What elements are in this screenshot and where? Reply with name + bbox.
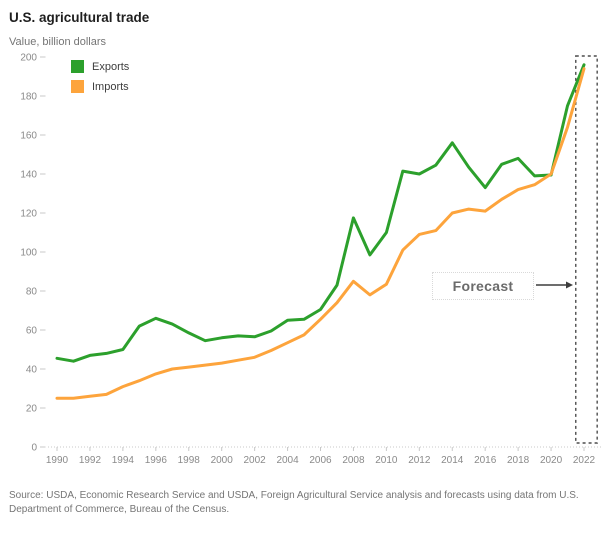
y-axis-tick-label: 80	[26, 287, 38, 298]
legend-label-imports: Imports	[92, 80, 129, 93]
x-axis-tick-label: 2000	[211, 455, 234, 466]
x-axis-tick-label: 2002	[244, 455, 267, 466]
trade-line-chart: 0 20 40 60 80 100 120 140 160 180 200 1990 1992 1994 1…	[20, 53, 601, 466]
y-axis-unit-label: Value, billion dollars	[9, 36, 107, 48]
x-axis-tick-label: 2008	[342, 455, 365, 466]
x-axis-tick-label: 1996	[145, 455, 168, 466]
legend-swatch-exports	[71, 60, 84, 73]
x-axis-tick-label: 1990	[46, 455, 69, 466]
forecast-arrow-head	[566, 281, 573, 289]
x-axis-tick-label: 2012	[408, 455, 431, 466]
x-axis-tick-label: 2018	[507, 455, 530, 466]
legend-swatch-imports	[71, 80, 84, 93]
legend-label-exports: Exports	[92, 60, 130, 73]
y-axis-tick-label: 60	[26, 326, 38, 337]
y-axis-tick-label: 100	[20, 248, 37, 259]
x-axis-tick-label: 2014	[441, 455, 464, 466]
x-axis-tick-label: 2004	[276, 455, 299, 466]
x-axis-tick-label: 1994	[112, 455, 135, 466]
x-axis-tick-label: 2010	[375, 455, 398, 466]
y-axis-tick-label: 140	[20, 170, 37, 181]
y-axis-tick-label: 180	[20, 92, 37, 103]
legend-item-exports: Exports	[71, 60, 129, 73]
x-axis-tick-label: 2022	[573, 455, 596, 466]
exports-line	[55, 63, 586, 363]
imports-line	[55, 67, 586, 400]
x-axis-tick-label: 2006	[309, 455, 332, 466]
x-axis-tick-label: 2020	[540, 455, 563, 466]
source-note: Source: USDA, Economic Research Service …	[9, 490, 579, 515]
x-axis-tick-label: 1992	[79, 455, 102, 466]
y-axis-tick-label: 120	[20, 209, 37, 220]
legend-item-imports: Imports	[71, 80, 129, 93]
forecast-annotation: Forecast	[432, 272, 534, 300]
y-axis-tick-label: 0	[31, 443, 37, 454]
x-axis-tick-label: 2016	[474, 455, 497, 466]
legend: Exports Imports	[71, 60, 129, 93]
y-axis-tick-label: 160	[20, 131, 37, 142]
x-axis-tick-label: 1998	[178, 455, 201, 466]
y-axis-tick-label: 200	[20, 53, 37, 64]
y-axis-tick-label: 20	[26, 404, 38, 415]
forecast-region-box	[575, 55, 598, 444]
chart-title: U.S. agricultural trade	[9, 10, 150, 25]
y-axis-tick-label: 40	[26, 365, 38, 376]
